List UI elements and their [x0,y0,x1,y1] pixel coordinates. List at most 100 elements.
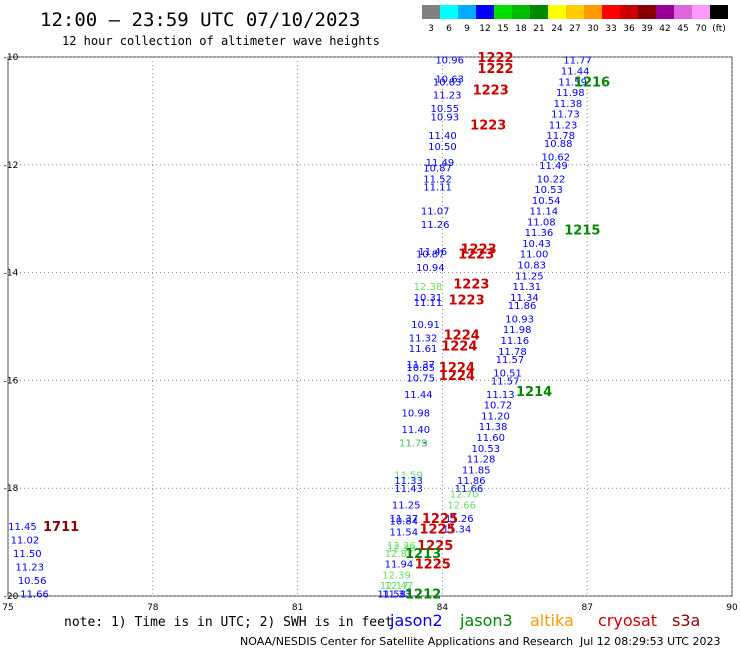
footer-timestamp: Jul 12 08:29:53 UTC 2023 [579,635,720,648]
colorbar-swatch [548,5,566,19]
y-tick-label: -20 [4,592,19,602]
wave-height-point: 11.61 [409,344,438,355]
wave-height-point: 11.13 [486,390,515,401]
y-tick-label: -16 [4,376,19,386]
wave-height-point: 10.51 [493,368,522,379]
pass-time-label: 1225 [415,558,451,573]
wave-height-point: 11.25 [515,271,544,282]
wave-height-point: 10.54 [532,196,561,207]
colorbar-label: 33 [605,24,616,34]
wave-height-point: 10.98 [402,409,431,420]
pass-time-label: 1222 [477,62,513,77]
wave-height-point: 10.96 [435,56,464,67]
wave-height-point: 11.98 [503,325,532,336]
colorbar-label: 12 [479,24,490,34]
wave-height-point: 11.36 [525,228,554,239]
pass-time-label: 1224 [444,329,480,344]
colorbar-label: 39 [641,24,653,34]
wave-height-values: 10.9610.6310.8311.2310.5510.9311.4010.50… [8,56,592,601]
pass-time-label: 1215 [564,223,600,238]
wave-height-point: 11.02 [11,535,40,546]
pass-time-label: 1223 [461,242,497,257]
colorbar-swatch [638,5,656,19]
wave-height-point: 11.25 [392,500,421,511]
wave-height-point: 10.83 [517,261,546,272]
x-tick-label: 84 [437,603,449,613]
pass-time-label: 1225 [422,512,458,527]
colorbar-swatch [584,5,602,19]
pass-time-label: 1223 [458,248,494,263]
colorbar-label: 18 [515,24,527,34]
wave-height-point: 11.16 [500,336,529,347]
wave-height-point: 11.32 [409,333,438,344]
wave-height-point: 11.40 [428,131,457,142]
colorbar-swatch [458,5,476,19]
colorbar-swatch [566,5,584,19]
wave-height-point: 10.87 [423,163,452,174]
map-grid [7,56,733,597]
pass-time-label: 1222 [477,51,513,66]
x-tick-label: 90 [726,603,738,613]
wave-height-point: 11.44 [561,66,590,77]
wave-height-point: 11.08 [527,217,556,228]
wave-height-point: 10.91 [411,320,440,331]
colorbar-label: 21 [533,24,544,34]
wave-height-point: 12.17 [380,581,409,592]
colorbar-swatch [494,5,512,19]
pass-time-label: 1213 [405,547,441,562]
wave-height-point: 11.37 [406,360,435,371]
wave-height-point: 12.39 [382,570,411,581]
y-tick-label: -10 [4,53,19,63]
wave-height-point: 11.98 [556,88,585,99]
wave-height-point: 11.23 [549,120,578,131]
y-tick-label: -18 [4,484,19,494]
wave-height-point: 11.38 [479,422,508,433]
wave-height-point: 11.37 [389,514,418,525]
wave-height-point: 10.53 [534,185,563,196]
y-tick-label: -14 [4,269,19,279]
wave-height-point: 11.50 [13,549,42,560]
plot-frame [7,56,733,597]
wave-height-point: 10.88 [544,139,573,150]
wave-height-point: 11.43 [394,484,423,495]
wave-height-point: 11.45 [8,522,37,533]
wave-height-point: 11.77 [563,56,592,67]
wave-height-point: 11.59 [394,471,423,482]
wave-height-point: 11.07 [421,207,450,218]
colorbar-swatch [674,5,692,19]
wave-height-point: 11.73 [399,438,428,449]
colorbar-label: 9 [464,24,470,34]
wave-height-point: 10.62 [542,153,571,164]
pass-time-label: 1224 [439,361,475,376]
wave-height-point: 11.94 [385,560,414,571]
colorbar-swatch [656,5,674,19]
wave-height-point: 11.59 [558,77,587,88]
wave-height-point: 11.28 [467,455,496,466]
satellite-legend: jason2 jason3 altika cryosat s3a [389,611,700,630]
wave-height-point: 11.34 [443,525,472,536]
wave-height-point: 11.33 [394,476,423,487]
wave-height-point: 11.26 [445,514,474,525]
chart-subtitle: 12 hour collection of altimeter wave hei… [62,34,380,48]
colorbar-label: 24 [551,24,563,34]
colorbar-swatch [692,5,710,19]
pass-time-label: 1223 [473,83,509,98]
colorbar-label: 30 [587,24,599,34]
colorbar-label: 6 [446,24,452,34]
wave-height-point: 11.86 [508,301,537,312]
pass-time-labels: 1222122212231223122312231223122312241224… [43,51,610,602]
wave-height-point: 11.60 [476,433,505,444]
wave-height-point: 11.44 [404,390,433,401]
pass-time-label: 1225 [419,523,455,538]
colorbar-swatch [476,5,494,19]
pass-time-label: 1224 [439,369,475,384]
wave-height-point: 11.57 [496,355,525,366]
wave-height-point: 11.58 [377,589,406,600]
wave-height-point: 10.31 [414,293,443,304]
wave-height-point: 12.47 [385,581,414,592]
colorbar-label: (ft) [712,24,726,34]
colorbar-label: 3 [428,24,434,34]
wave-height-point: 12.70 [450,490,479,501]
colorbar-swatch [710,5,728,19]
